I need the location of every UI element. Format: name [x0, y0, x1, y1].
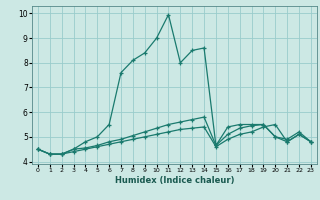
X-axis label: Humidex (Indice chaleur): Humidex (Indice chaleur): [115, 176, 234, 185]
